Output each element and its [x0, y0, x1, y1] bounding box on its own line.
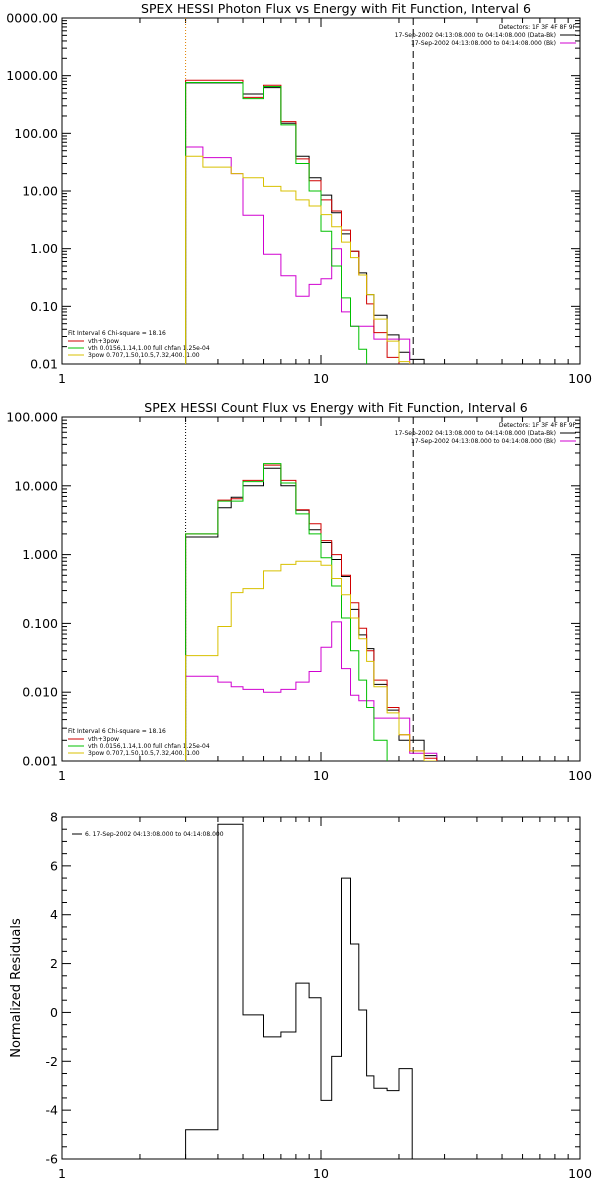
count-flux-fit-header: Fit Interval 6 Chi-square = 18.16 — [68, 728, 166, 735]
photon-flux-x-tick-label: 10 — [313, 371, 329, 386]
count-flux-panel: SPEX HESSI Count Flux vs Energy with Fit… — [6, 400, 592, 783]
photon-flux-legend-bk-label: 17-Sep-2002 04:13:08.000 to 04:14:08.000… — [411, 40, 556, 47]
photon-flux-y-tick-label: 0000.00 — [6, 11, 58, 26]
photon-flux-y-tick-label: 1000.00 — [6, 68, 58, 83]
photon-flux-3pow-series — [185, 155, 425, 364]
residuals-y-tick-label: -6 — [46, 1152, 59, 1167]
photon-flux-top-legend: Detectors: 1F 3F 4F 8F 9F 17-Sep-2002 04… — [395, 24, 577, 47]
count-flux-detectors-label: Detectors: 1F 3F 4F 8F 9F — [499, 422, 577, 429]
photon-flux-panel: SPEX HESSI Photon Flux vs Energy with Fi… — [6, 1, 592, 386]
residuals-y-tick-label: 0 — [50, 1005, 58, 1020]
residuals-x-tick-label: 1 — [58, 1166, 66, 1181]
count-flux-legend-data-bk-label: 17-Sep-2002 04:13:08.000 to 04:14:08.000… — [395, 430, 556, 437]
photon-flux-fit-item-3pow: 3pow 0.707,1.50,10.5,7.32,400.,1.00 — [88, 352, 200, 359]
count-flux-legend-bk-label: 17-Sep-2002 04:13:08.000 to 04:14:08.000… — [411, 438, 556, 445]
count-flux-bk-series — [185, 621, 438, 761]
count-flux-title: SPEX HESSI Count Flux vs Energy with Fit… — [144, 400, 527, 415]
count-flux-fit-item-vth: vth 0.0156,1.14,1.00 full chfan 1.25e-04 — [88, 743, 210, 750]
count-flux-vth-series — [185, 463, 438, 761]
photon-flux-vth-series — [185, 82, 425, 364]
photon-flux-bk-series — [185, 146, 425, 364]
photon-flux-y-tick-label: 100.00 — [14, 126, 58, 141]
photon-flux-fit-header: Fit Interval 6 Chi-square = 18.16 — [68, 330, 166, 337]
residuals-y-tick-label: 2 — [50, 956, 58, 971]
photon-flux-x-tick-label: 100 — [568, 371, 592, 386]
count-flux-y-tick-label: 1.000 — [22, 547, 58, 562]
residuals-plot-frame — [61, 816, 581, 1160]
photon-flux-legend-data-bk-label: 17-Sep-2002 04:13:08.000 to 04:14:08.000… — [395, 32, 556, 39]
residuals-panel: Normalized Residuals 6. 17-Sep-2002 04:1… — [9, 810, 592, 1182]
residuals-y-tick-label: 4 — [50, 907, 58, 922]
count-flux-x-tick-label: 1 — [58, 768, 66, 783]
residuals-y-tick-label: -2 — [46, 1054, 58, 1069]
residuals-y-axis-label: Normalized Residuals — [9, 918, 24, 1058]
photon-flux-vth-3pow-series — [185, 79, 425, 364]
residuals-residual-series — [185, 823, 413, 1159]
count-flux-y-tick-label: 0.100 — [22, 616, 58, 631]
residuals-y-tick-label: 8 — [50, 810, 58, 825]
photon-flux-data-bk-series — [185, 82, 425, 364]
count-flux-x-tick-label: 100 — [568, 768, 592, 783]
photon-flux-y-tick-label: 10.00 — [22, 184, 58, 199]
photon-flux-y-tick-label: 0.01 — [30, 357, 58, 372]
residuals-legend-label: 6. 17-Sep-2002 04:13:08.000 to 04:14:08.… — [85, 831, 224, 838]
count-flux-plot-frame — [61, 416, 581, 762]
count-flux-fit-legend: Fit Interval 6 Chi-square = 18.16 vth+3p… — [68, 728, 210, 757]
count-flux-fit-item-3pow: 3pow 0.707,1.50,10.5,7.32,400.,1.00 — [88, 750, 200, 757]
count-flux-top-legend: Detectors: 1F 3F 4F 8F 9F 17-Sep-2002 04… — [395, 422, 577, 445]
residuals-y-tick-label: -4 — [46, 1103, 59, 1118]
photon-flux-y-tick-label: 1.00 — [30, 241, 58, 256]
photon-flux-detectors-label: Detectors: 1F 3F 4F 8F 9F — [499, 24, 577, 31]
residuals-x-tick-label: 100 — [568, 1166, 592, 1181]
count-flux-y-tick-label: 100.000 — [6, 410, 58, 425]
count-flux-fit-item-total: vth+3pow — [88, 736, 119, 743]
photon-flux-fit-legend: Fit Interval 6 Chi-square = 18.16 vth+3p… — [68, 330, 210, 359]
photon-flux-y-tick-label: 0.10 — [30, 299, 58, 314]
count-flux-x-tick-label: 10 — [313, 768, 329, 783]
photon-flux-fit-item-vth: vth 0.0156,1.14,1.00 full chfan 1.25e-04 — [88, 345, 210, 352]
count-flux-y-tick-label: 0.010 — [22, 685, 58, 700]
count-flux-y-tick-label: 10.000 — [14, 478, 58, 493]
residuals-y-tick-label: 6 — [50, 858, 58, 873]
photon-flux-fit-item-total: vth+3pow — [88, 338, 119, 345]
count-flux-y-tick-label: 0.001 — [22, 754, 58, 769]
count-flux-3pow-series — [185, 560, 437, 761]
residuals-x-tick-label: 10 — [313, 1166, 329, 1181]
residuals-legend: 6. 17-Sep-2002 04:13:08.000 to 04:14:08.… — [72, 831, 224, 838]
photon-flux-title: SPEX HESSI Photon Flux vs Energy with Fi… — [141, 1, 531, 16]
photon-flux-x-tick-label: 1 — [58, 371, 66, 386]
